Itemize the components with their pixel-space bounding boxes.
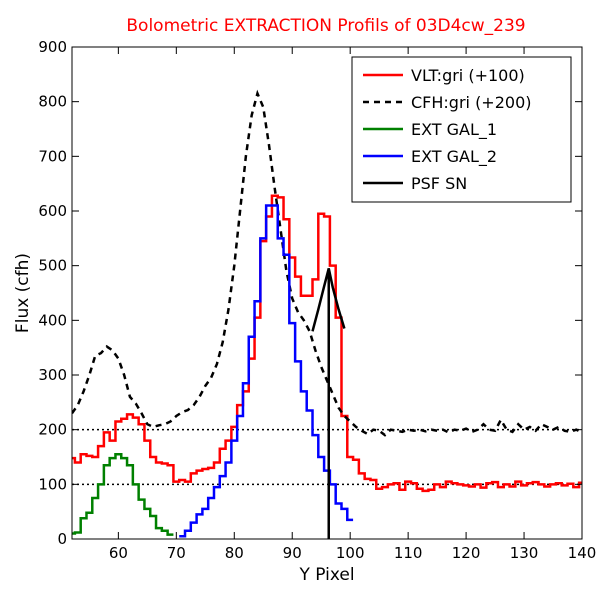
legend-label-ext-gal-1: EXT GAL_1 xyxy=(411,120,497,140)
x-tick-label-140: 140 xyxy=(568,544,597,562)
y-tick-label-0: 0 xyxy=(57,530,67,548)
x-tick-label-90: 90 xyxy=(283,544,302,562)
y-tick-label-300: 300 xyxy=(38,366,67,384)
y-tick-label-500: 500 xyxy=(38,257,67,275)
y-axis-label: Flux (cfh) xyxy=(13,253,33,333)
x-tick-label-70: 70 xyxy=(167,544,186,562)
y-tick-label-100: 100 xyxy=(38,475,67,493)
x-tick-label-80: 80 xyxy=(225,544,244,562)
x-tick-label-130: 130 xyxy=(510,544,539,562)
series-ext-gal-2 xyxy=(179,204,354,538)
legend-label-vlt-gri-100: VLT:gri (+100) xyxy=(411,66,525,85)
y-tick-label-400: 400 xyxy=(38,311,67,329)
series-vlt-gri-100 xyxy=(72,194,582,493)
x-tick-label-110: 110 xyxy=(394,544,423,562)
x-tick-label-120: 120 xyxy=(452,544,481,562)
y-tick-label-200: 200 xyxy=(38,421,67,439)
y-tick-label-600: 600 xyxy=(38,202,67,220)
series-cfh-gri-200 xyxy=(72,89,582,437)
y-tick-label-700: 700 xyxy=(38,147,67,165)
plot-frame xyxy=(71,46,583,540)
x-tick-label-100: 100 xyxy=(336,544,365,562)
legend: VLT:gri (+100) CFH:gri (+200) EXT GAL_1 EXT… xyxy=(351,56,572,203)
series-ext-gal-1 xyxy=(72,453,174,536)
y-tick-label-800: 800 xyxy=(38,93,67,111)
legend-label-psf-sn: PSF SN xyxy=(411,174,467,193)
x-tick-label-60: 60 xyxy=(109,544,128,562)
legend-label-ext-gal-2: EXT GAL_2 xyxy=(411,147,497,167)
y-tick-label-900: 900 xyxy=(38,38,67,56)
chart-title: Bolometric EXTRACTION Profils of 03D4cw_… xyxy=(126,16,525,36)
legend-label-cfh-gri-200: CFH:gri (+200) xyxy=(411,93,532,112)
x-axis-label: Y Pixel xyxy=(298,565,354,585)
